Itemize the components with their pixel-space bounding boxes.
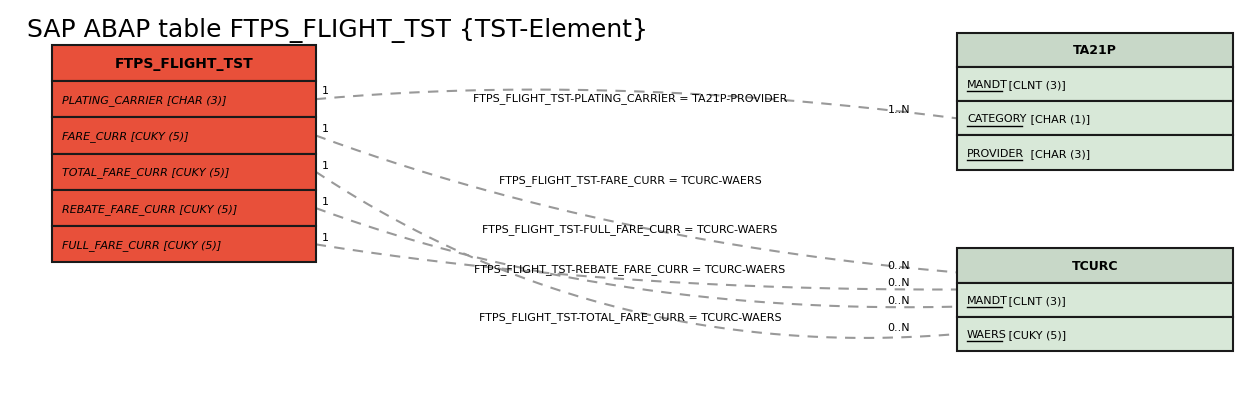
Text: [CLNT (3)]: [CLNT (3)] xyxy=(1004,295,1066,305)
Text: 0..N: 0..N xyxy=(888,261,911,271)
Text: 1..N: 1..N xyxy=(888,105,911,115)
FancyBboxPatch shape xyxy=(956,102,1234,136)
FancyBboxPatch shape xyxy=(956,283,1234,317)
Text: [CHAR (1)]: [CHAR (1)] xyxy=(1027,114,1090,124)
FancyBboxPatch shape xyxy=(52,118,316,154)
Text: [CHAR (3)]: [CHAR (3)] xyxy=(1027,148,1090,158)
Text: 1: 1 xyxy=(323,160,329,171)
Text: 1: 1 xyxy=(323,233,329,243)
FancyBboxPatch shape xyxy=(52,190,316,227)
FancyBboxPatch shape xyxy=(52,46,316,82)
Text: REBATE_FARE_CURR [CUKY (5)]: REBATE_FARE_CURR [CUKY (5)] xyxy=(62,203,237,214)
Text: 0..N: 0..N xyxy=(888,295,911,305)
Text: PLATING_CARRIER [CHAR (3)]: PLATING_CARRIER [CHAR (3)] xyxy=(62,94,227,105)
Text: 1: 1 xyxy=(323,124,329,134)
FancyBboxPatch shape xyxy=(956,317,1234,351)
Text: FTPS_FLIGHT_TST-FARE_CURR = TCURC-WAERS: FTPS_FLIGHT_TST-FARE_CURR = TCURC-WAERS xyxy=(499,175,761,186)
FancyBboxPatch shape xyxy=(956,249,1234,283)
Text: TCURC: TCURC xyxy=(1072,259,1119,272)
Text: SAP ABAP table FTPS_FLIGHT_TST {TST-Element}: SAP ABAP table FTPS_FLIGHT_TST {TST-Elem… xyxy=(26,17,648,43)
Text: [CUKY (5)]: [CUKY (5)] xyxy=(1004,329,1066,339)
FancyBboxPatch shape xyxy=(956,34,1234,68)
FancyBboxPatch shape xyxy=(956,68,1234,102)
Text: MANDT: MANDT xyxy=(966,80,1008,90)
Text: CATEGORY: CATEGORY xyxy=(966,114,1027,124)
FancyBboxPatch shape xyxy=(956,136,1234,171)
Text: WAERS: WAERS xyxy=(966,329,1007,339)
Text: MANDT: MANDT xyxy=(966,295,1008,305)
FancyBboxPatch shape xyxy=(52,82,316,118)
Text: 1: 1 xyxy=(323,196,329,207)
Text: 0..N: 0..N xyxy=(888,278,911,288)
Text: 0..N: 0..N xyxy=(888,322,911,332)
Text: FTPS_FLIGHT_TST-FULL_FARE_CURR = TCURC-WAERS: FTPS_FLIGHT_TST-FULL_FARE_CURR = TCURC-W… xyxy=(483,223,777,234)
FancyBboxPatch shape xyxy=(52,227,316,263)
FancyBboxPatch shape xyxy=(52,154,316,190)
Text: FARE_CURR [CUKY (5)]: FARE_CURR [CUKY (5)] xyxy=(62,131,188,142)
Text: FTPS_FLIGHT_TST-REBATE_FARE_CURR = TCURC-WAERS: FTPS_FLIGHT_TST-REBATE_FARE_CURR = TCURC… xyxy=(474,263,786,274)
Text: FTPS_FLIGHT_TST: FTPS_FLIGHT_TST xyxy=(115,57,253,71)
Text: FULL_FARE_CURR [CUKY (5)]: FULL_FARE_CURR [CUKY (5)] xyxy=(62,239,220,250)
Text: [CLNT (3)]: [CLNT (3)] xyxy=(1004,80,1066,90)
Text: TOTAL_FARE_CURR [CUKY (5)]: TOTAL_FARE_CURR [CUKY (5)] xyxy=(62,167,229,178)
Text: FTPS_FLIGHT_TST-TOTAL_FARE_CURR = TCURC-WAERS: FTPS_FLIGHT_TST-TOTAL_FARE_CURR = TCURC-… xyxy=(479,312,781,322)
Text: 1: 1 xyxy=(323,86,329,96)
Text: PROVIDER: PROVIDER xyxy=(966,148,1024,158)
Text: TA21P: TA21P xyxy=(1074,44,1118,57)
Text: FTPS_FLIGHT_TST-PLATING_CARRIER = TA21P-PROVIDER: FTPS_FLIGHT_TST-PLATING_CARRIER = TA21P-… xyxy=(472,92,788,103)
